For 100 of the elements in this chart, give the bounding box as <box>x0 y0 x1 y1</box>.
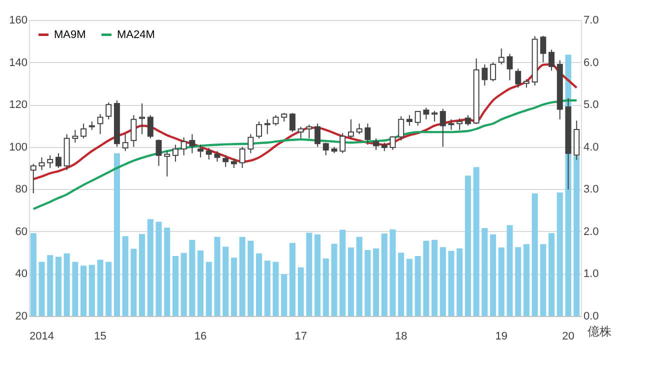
candlestick <box>540 35 546 63</box>
bar <box>331 244 338 316</box>
bar <box>515 247 522 316</box>
bar <box>30 233 36 316</box>
bar <box>340 230 346 316</box>
candlestick <box>306 124 312 139</box>
y-tick-label: 160 <box>9 14 28 26</box>
candlestick <box>55 152 62 168</box>
candlestick <box>314 123 321 148</box>
x-tick-label: 18 <box>394 330 408 342</box>
candlestick <box>406 114 412 126</box>
bar <box>456 248 463 316</box>
x-tick-label: 15 <box>94 330 106 342</box>
bar <box>214 236 220 316</box>
bar <box>306 232 312 316</box>
bar <box>281 274 288 316</box>
candlestick <box>423 107 430 120</box>
bar <box>164 228 170 316</box>
bar <box>47 255 54 316</box>
y-tick-label: 20 <box>15 310 28 322</box>
x-tick-label: 17 <box>294 330 307 342</box>
line-series <box>32 99 578 210</box>
candlestick <box>180 136 187 156</box>
candlestick <box>106 102 112 120</box>
bar <box>256 253 262 316</box>
candlestick <box>373 138 380 151</box>
bar <box>122 236 128 316</box>
bar <box>264 260 270 316</box>
candlestick <box>398 116 404 142</box>
candlestick <box>256 120 262 139</box>
bar <box>314 234 321 316</box>
bar <box>532 193 538 316</box>
candlestick <box>515 68 522 88</box>
bar <box>172 256 178 316</box>
bar <box>322 258 329 316</box>
candlestick <box>289 112 296 133</box>
bar <box>482 228 488 316</box>
bar <box>248 240 254 316</box>
candlestick <box>464 114 471 126</box>
candlestick <box>239 146 246 168</box>
candlestick <box>47 154 54 168</box>
candlestick <box>490 62 496 82</box>
bar <box>473 167 480 316</box>
candlestick <box>248 134 254 154</box>
bar <box>55 256 62 316</box>
candlestick <box>122 134 128 152</box>
bar <box>398 252 404 316</box>
bar <box>523 244 530 316</box>
bar <box>556 192 563 316</box>
bar <box>440 247 446 316</box>
x-tick-label: 2014 <box>30 330 54 342</box>
bar <box>464 176 471 316</box>
bar <box>72 262 78 316</box>
x-tick-label: 16 <box>194 330 207 342</box>
candlestick <box>482 64 488 86</box>
bar <box>97 260 104 316</box>
y-tick-label: 120 <box>9 99 28 112</box>
y2-axis-title: 億株 <box>588 324 612 338</box>
y2-tick-label: 3.0 <box>584 184 599 196</box>
candlestick <box>97 114 104 135</box>
candlestick <box>189 134 196 154</box>
candlestick <box>156 138 162 166</box>
candlestick <box>432 110 438 122</box>
candlestick <box>147 114 154 139</box>
bar <box>64 253 70 316</box>
y2-tick-label: 4.0 <box>584 141 599 154</box>
candlestick <box>222 154 229 168</box>
bar <box>80 266 87 316</box>
candlestick <box>230 158 237 168</box>
candlestick <box>164 150 170 177</box>
bar <box>130 248 137 316</box>
bar <box>239 236 246 316</box>
bar <box>390 229 396 316</box>
candlestick <box>506 53 513 81</box>
candlestick <box>390 136 396 151</box>
x-tick-label: 19 <box>495 330 508 342</box>
bar <box>114 153 120 316</box>
bar <box>106 262 112 316</box>
candlestick <box>498 48 504 65</box>
bar <box>206 262 212 316</box>
bar <box>506 225 513 316</box>
bar <box>490 234 496 316</box>
y2-tick-label: 0.0 <box>584 310 599 322</box>
candlestick <box>414 110 421 126</box>
legend-label: MA9M <box>54 28 86 41</box>
bar <box>156 222 162 316</box>
candlestick <box>340 132 346 154</box>
candlestick <box>348 118 354 139</box>
y2-tick-label: 1.0 <box>584 268 599 280</box>
bar <box>348 247 354 316</box>
bar <box>139 234 146 316</box>
bar <box>540 244 546 316</box>
candlestick <box>364 123 371 146</box>
bar <box>298 267 304 316</box>
bar <box>498 247 504 316</box>
y-tick-label: 80 <box>15 184 28 196</box>
bar <box>38 262 45 316</box>
candlestick <box>272 114 279 126</box>
bar <box>289 242 296 316</box>
bar <box>198 250 204 316</box>
